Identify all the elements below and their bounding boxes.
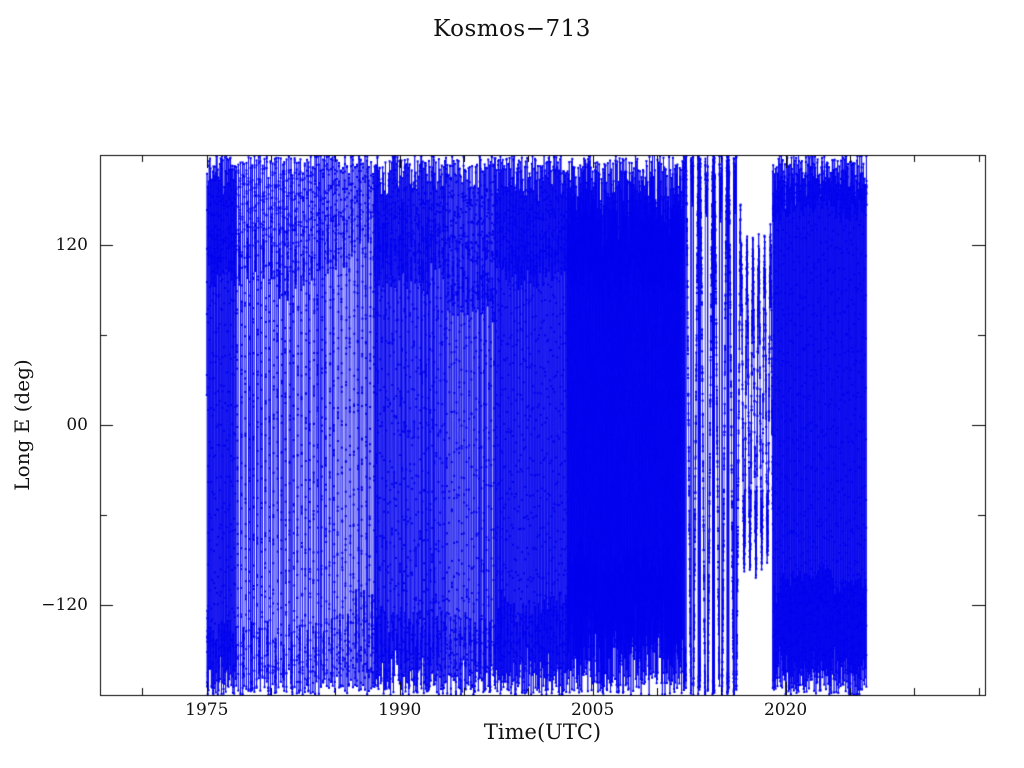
x-tick-label: 1990 — [378, 700, 422, 720]
x-axis-label: Time(UTC) — [483, 720, 602, 744]
x-tick-label: 2005 — [571, 700, 615, 720]
x-tick-label: 2020 — [763, 700, 808, 720]
y-tick-label: −120 — [41, 595, 88, 615]
y-tick-label: 120 — [55, 235, 88, 255]
y-tick-label: 00 — [66, 415, 88, 435]
y-axis-label: Long E (deg) — [10, 359, 34, 491]
x-tick-label: 1975 — [185, 700, 229, 720]
